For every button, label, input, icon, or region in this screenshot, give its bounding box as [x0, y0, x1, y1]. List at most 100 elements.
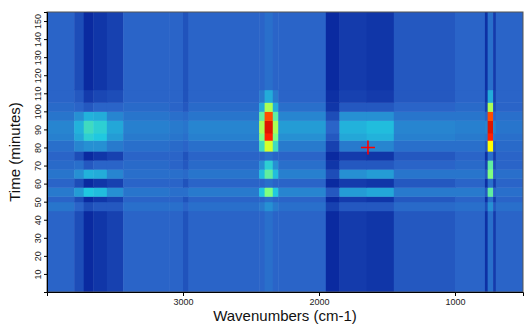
heatmap-cell	[496, 133, 523, 141]
heatmap-cell	[488, 90, 494, 103]
heatmap-cell	[488, 12, 494, 90]
x-axis-title: Wavenumbers (cm-1)	[213, 307, 357, 324]
heatmap-cell	[367, 111, 395, 121]
y-tick-label: 70	[33, 161, 43, 171]
heatmap-cell	[169, 120, 183, 133]
y-tick-mark	[44, 129, 47, 130]
heatmap-cell	[188, 178, 259, 188]
heatmap-cell	[47, 211, 75, 292]
cursor-marker	[361, 140, 375, 154]
y-tick-mark	[44, 184, 47, 185]
heatmap-cell	[273, 140, 279, 151]
heatmap-cell	[74, 111, 84, 121]
heatmap-cell	[183, 120, 189, 133]
heatmap-cell	[265, 12, 274, 90]
heatmap-cell	[339, 12, 367, 90]
heatmap-cell	[183, 111, 189, 121]
heatmap-cell	[496, 211, 523, 292]
heatmap-cell	[107, 111, 124, 121]
y-tick-label: 10	[33, 269, 43, 279]
x-tick-label: 2000	[309, 297, 329, 307]
heatmap-cell	[273, 169, 279, 179]
heatmap-cell	[496, 169, 523, 179]
heatmap-cell	[273, 160, 279, 170]
heatmap-cell	[455, 111, 485, 121]
heatmap-cell	[123, 169, 170, 179]
heatmap-cell	[394, 151, 456, 161]
heatmap-cell	[278, 196, 326, 202]
heatmap-cell	[394, 133, 456, 141]
heatmap-cell	[47, 196, 75, 202]
y-tick-mark	[44, 75, 47, 76]
heatmap-cell	[259, 187, 265, 197]
heatmap-cell	[93, 196, 107, 202]
heatmap-cell	[93, 160, 107, 170]
heatmap-cell	[183, 140, 189, 151]
heatmap-cell	[123, 202, 170, 212]
heatmap-cell	[265, 140, 274, 151]
heatmap-cell	[488, 178, 494, 188]
heatmap-cell	[265, 196, 274, 202]
heatmap-cell	[496, 12, 523, 90]
heatmap-cell	[169, 202, 183, 212]
x-tick-mark	[183, 292, 184, 296]
heatmap-cell	[339, 202, 367, 212]
heatmap-cell	[326, 196, 340, 202]
heatmap-cell	[84, 211, 94, 292]
y-tick-label: 150	[33, 14, 43, 29]
heatmap-cell	[84, 102, 94, 112]
heatmap-cell	[123, 211, 170, 292]
y-tick-mark	[44, 238, 47, 239]
plot: 3000200010001020304050607080901001101201…	[33, 12, 524, 307]
heatmap-cell	[47, 133, 75, 141]
y-tick-label: 110	[33, 87, 43, 101]
heatmap-cell	[496, 111, 523, 121]
heatmap-cell	[123, 90, 170, 103]
heatmap-cell	[455, 211, 485, 292]
y-tick-mark	[44, 57, 47, 58]
heatmap-cell	[107, 178, 124, 188]
heatmap-cell	[488, 151, 494, 161]
heatmap-cell	[394, 120, 456, 133]
heatmap-cell	[265, 211, 274, 292]
heatmap-cell	[326, 187, 340, 197]
x-tick-mark	[455, 292, 456, 296]
heatmap-cell	[496, 102, 523, 112]
y-tick-mark	[44, 166, 47, 167]
heatmap-cell	[339, 102, 367, 112]
heatmap-cell	[93, 120, 107, 133]
x-tick: 1000	[445, 292, 465, 307]
chart: 3000200010001020304050607080901001101201…	[0, 0, 528, 329]
heatmap-cell	[188, 140, 259, 151]
heatmap-cell	[273, 187, 279, 197]
heatmap-cell	[496, 151, 523, 161]
heatmap-cell	[74, 178, 84, 188]
heatmap-cell	[394, 102, 456, 112]
heatmap-cell	[339, 169, 367, 179]
heatmap-cell	[278, 111, 326, 121]
heatmap-cell	[496, 160, 523, 170]
heatmap-cell	[93, 102, 107, 112]
heatmap-cell	[455, 102, 485, 112]
heatmap-cell	[74, 140, 84, 151]
heatmap-cell	[169, 187, 183, 197]
y-tick: 70	[33, 161, 47, 171]
heatmap-cell	[259, 120, 265, 133]
y-tick-label: 30	[33, 233, 43, 243]
heatmap-cell	[367, 133, 395, 141]
y-tick-label: 40	[33, 215, 43, 225]
heatmap-cell	[278, 140, 326, 151]
x-tick-mark	[319, 292, 320, 296]
heatmap-cell	[496, 187, 523, 197]
heatmap-cell	[326, 202, 340, 212]
heatmap-cell	[107, 169, 124, 179]
y-tick: 130	[33, 50, 47, 65]
y-tick: 140	[33, 32, 47, 47]
heatmap-cell	[339, 120, 367, 133]
heatmap-cell	[265, 151, 274, 161]
y-tick: 60	[33, 179, 47, 189]
heatmap-cell	[259, 12, 265, 90]
heatmap-cell	[183, 178, 189, 188]
heatmap-cell	[278, 202, 326, 212]
heatmap-cell	[367, 187, 395, 197]
